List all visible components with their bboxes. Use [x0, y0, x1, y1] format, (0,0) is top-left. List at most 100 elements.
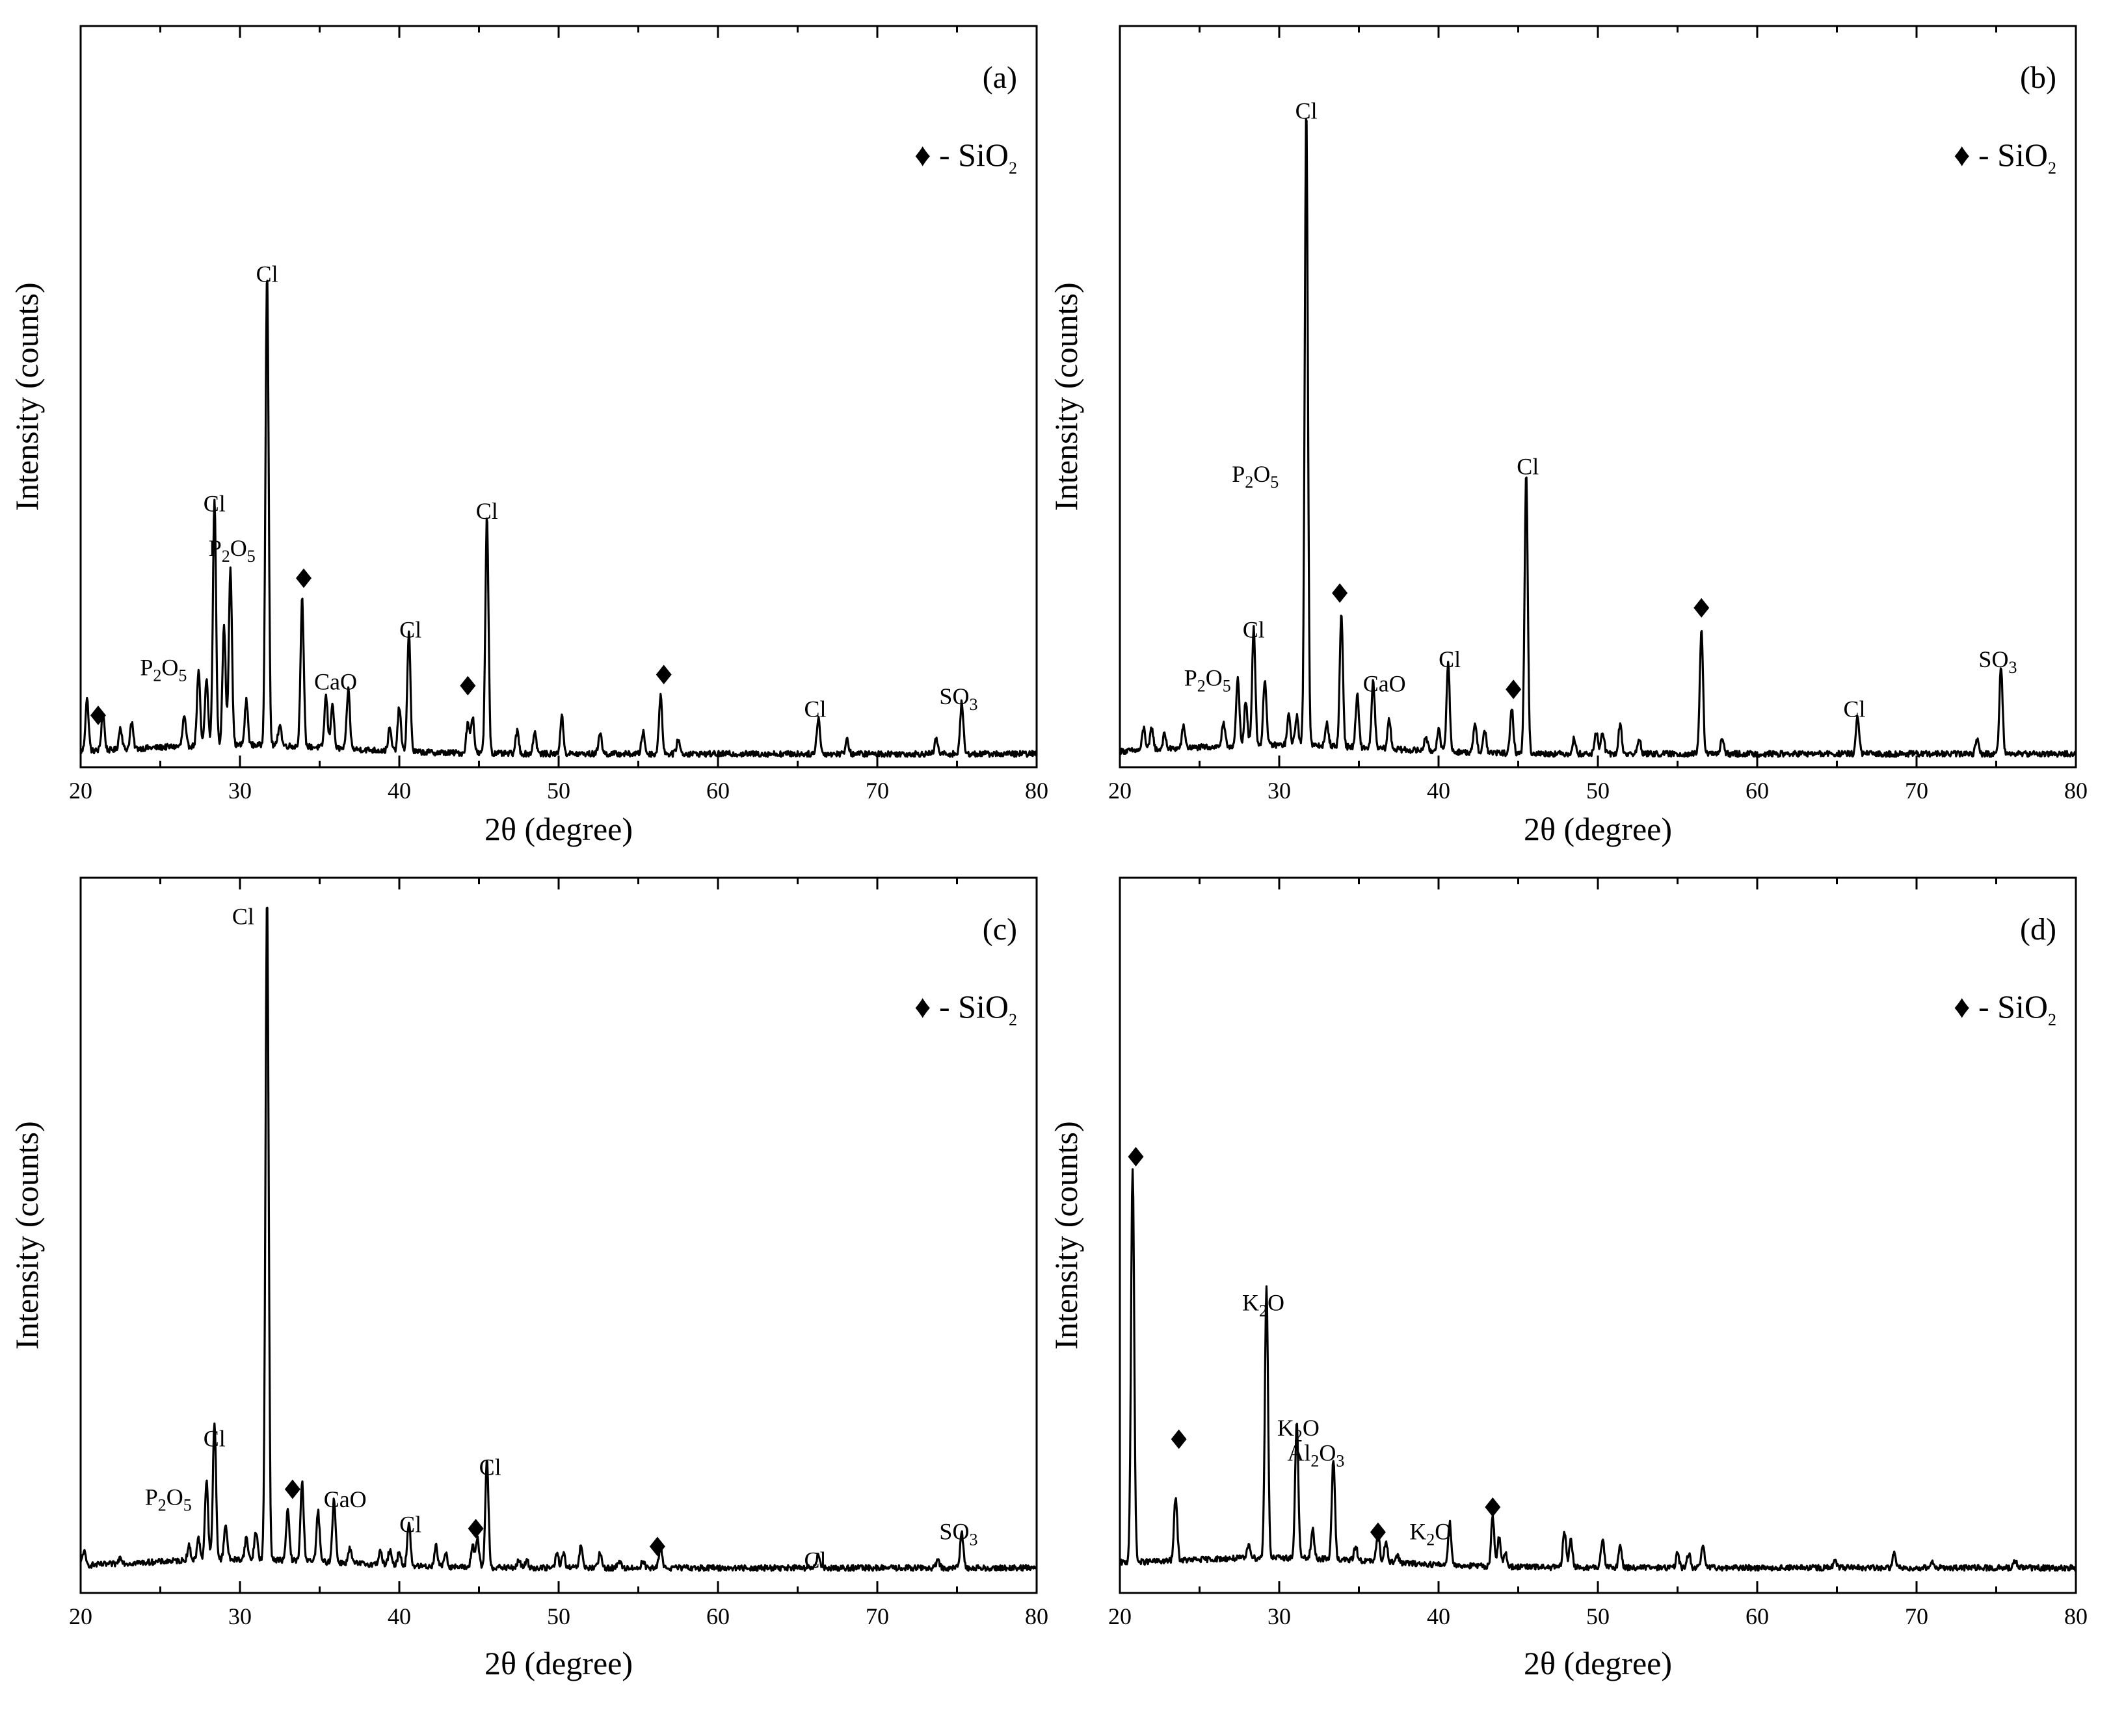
panel-label: (a) — [983, 60, 1017, 95]
legend-subscript: 2 — [1009, 159, 1017, 178]
legend-label: - SiO — [939, 988, 1009, 1025]
peak-annotation-main: Al — [1287, 1440, 1310, 1466]
panel-label: (c) — [983, 912, 1017, 947]
peak-annotation: CaO — [314, 668, 357, 694]
peak-annotation-subscript: 2 — [1245, 473, 1253, 492]
panel-c: 20 30 40 50 60 70 80 2θ (degree) Intensity (coun… — [8, 876, 1048, 1681]
peak-annotation-main: P — [140, 655, 153, 681]
peak-annotation: P2O5 — [209, 535, 256, 566]
y-axis-title: Intensity (counts) — [8, 1121, 45, 1349]
peak-annotation-subscript: 2 — [1294, 1427, 1303, 1445]
peak-annotation-main: Cl — [399, 1512, 421, 1538]
x-tick-label: 50 — [1586, 1603, 1610, 1629]
x-axis-title: 2θ (degree) — [1524, 1645, 1672, 1681]
x-tick-label: 40 — [1427, 1603, 1450, 1629]
legend-sio2: ♦ - SiO2 — [1954, 137, 2056, 178]
x-tick-label: 30 — [228, 1603, 252, 1629]
sio2-diamond-marker — [296, 568, 312, 588]
sio2-diamond-marker — [1693, 598, 1710, 618]
sio2-diamond-marker — [1506, 679, 1522, 700]
x-axis-title: 2θ (degree) — [1524, 811, 1672, 847]
x-tick-label: 40 — [388, 1603, 411, 1629]
peak-annotation-main: P — [1232, 461, 1245, 487]
legend-subscript: 2 — [1009, 1010, 1017, 1029]
peak-annotation-main: Cl — [1243, 617, 1265, 643]
peak-annotation: P2O5 — [1232, 461, 1279, 492]
peak-annotation: Cl — [1517, 454, 1539, 480]
sio2-diamond-marker — [1332, 583, 1348, 603]
peak-annotation-main: SO — [939, 1519, 969, 1545]
x-tick-label: 80 — [1025, 1603, 1048, 1629]
peak-annotation: K2O — [1277, 1415, 1320, 1445]
peak-annotation-main: P — [1184, 665, 1197, 691]
peak-annotation-main: Cl — [1517, 454, 1539, 480]
peak-annotation: Cl — [1439, 646, 1461, 672]
peak-annotation-main: Cl — [804, 696, 826, 722]
plot-frame — [1119, 25, 2077, 769]
sio2-diamond-marker — [460, 676, 476, 696]
peak-annotation-main: O — [1435, 1519, 1452, 1545]
sio2-diamond-marker — [1370, 1522, 1386, 1542]
legend-diamond-symbol: ♦ — [1954, 988, 1971, 1025]
x-axis-title: 2θ (degree) — [485, 1645, 633, 1681]
panel-b: 20 30 40 50 60 70 80 2θ (degree) Intensity (coun… — [1048, 25, 2088, 847]
sio2-diamond-marker — [649, 1536, 665, 1557]
legend-sio2: ♦ - SiO2 — [914, 988, 1017, 1029]
peak-annotation: SO3 — [1978, 646, 2017, 677]
peak-annotation: Cl — [1843, 696, 1865, 722]
peak-annotation-subscript: 2 — [1259, 1302, 1268, 1321]
peak-annotation-main: SO — [1978, 646, 2008, 672]
peak-annotation-main: P — [145, 1484, 158, 1510]
sio2-diamond-marker — [656, 664, 672, 685]
peak-annotation: Cl — [204, 491, 226, 517]
peak-annotation-main: O — [230, 535, 247, 561]
x-tick-label: 60 — [1746, 778, 1769, 804]
peak-annotation: SO3 — [939, 683, 977, 714]
peak-annotation: Cl — [1243, 617, 1265, 643]
x-tick-label: 70 — [866, 778, 889, 804]
peak-annotation-subscript: 5 — [178, 666, 187, 685]
xrd-trace — [1119, 118, 2077, 758]
legend-label: - SiO — [1978, 988, 2048, 1025]
x-tick-label: 60 — [706, 778, 730, 804]
panel-d: 20 30 40 50 60 70 80 2θ (degree) Intensity (coun… — [1048, 876, 2088, 1681]
peak-annotation-main: CaO — [1363, 671, 1406, 697]
peak-annotation-main: Cl — [232, 904, 254, 930]
plot-frame — [79, 876, 1038, 1594]
sio2-diamond-marker — [468, 1519, 484, 1538]
x-tick-label: 40 — [1427, 778, 1450, 804]
y-axis-title: Intensity (counts) — [1048, 282, 1084, 510]
peak-annotation-subscript: 3 — [1336, 1452, 1344, 1471]
peak-annotation-main: Cl — [1439, 646, 1461, 672]
x-tick-label: 50 — [1586, 778, 1610, 804]
x-tick-label: 80 — [2064, 778, 2088, 804]
sio2-diamond-marker — [90, 705, 106, 726]
x-tick-label: 70 — [866, 1603, 889, 1629]
legend-subscript: 2 — [2048, 1010, 2056, 1029]
peak-annotation: Cl — [1295, 98, 1318, 124]
peak-annotation-main: K — [1242, 1290, 1259, 1316]
peak-annotation-main: Cl — [204, 1426, 226, 1452]
x-tick-label: 50 — [547, 1603, 570, 1629]
legend-subscript: 2 — [2048, 159, 2056, 178]
peak-annotation-main: Cl — [479, 1454, 501, 1480]
sio2-diamond-marker — [1485, 1497, 1501, 1517]
panel-label: (d) — [2020, 912, 2056, 947]
peak-annotation-main: K — [1409, 1519, 1426, 1545]
x-tick-label: 80 — [1025, 778, 1048, 804]
y-axis-title: Intensity (counts) — [8, 282, 45, 510]
x-tick-label: 80 — [2064, 1603, 2088, 1629]
peak-annotation-main: Cl — [476, 498, 498, 524]
legend-diamond-symbol: ♦ — [914, 988, 931, 1025]
peak-annotation-main: Cl — [256, 261, 278, 287]
peak-annotation: K2O — [1409, 1519, 1452, 1549]
x-tick-label: 70 — [1905, 778, 1928, 804]
peak-annotation: Al2O3 — [1287, 1440, 1344, 1471]
peak-annotation: Cl — [204, 1426, 226, 1452]
y-axis-title: Intensity (counts) — [1048, 1121, 1084, 1349]
x-tick-label: 40 — [388, 778, 411, 804]
peak-annotation-main: Cl — [804, 1547, 826, 1573]
xrd-trace — [79, 280, 1038, 758]
peak-annotation-subscript: 3 — [969, 695, 977, 714]
